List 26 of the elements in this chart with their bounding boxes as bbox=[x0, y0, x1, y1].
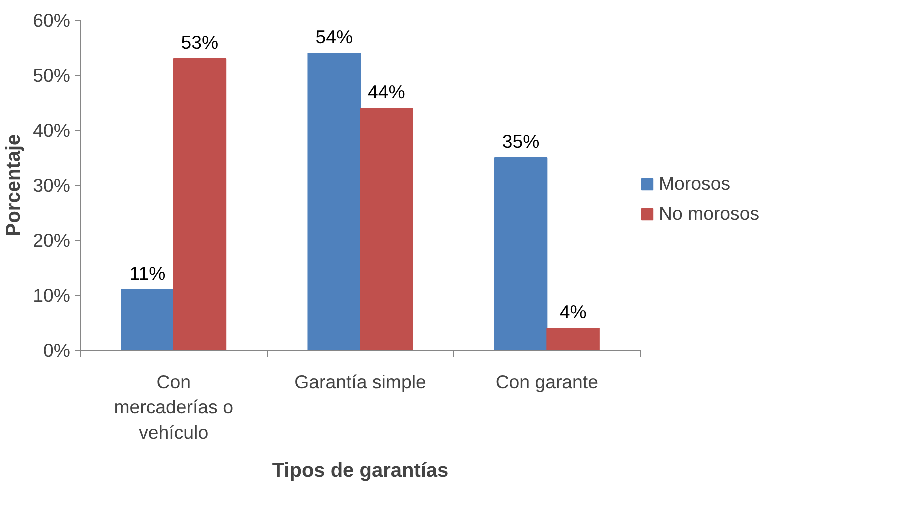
y-axis-title: Porcentaje bbox=[3, 134, 26, 237]
data-label: 53% bbox=[181, 32, 219, 53]
y-tick-label: 40% bbox=[33, 120, 71, 141]
data-label: 4% bbox=[560, 302, 587, 322]
bar bbox=[308, 53, 361, 350]
bar bbox=[173, 58, 227, 350]
x-tick-label: Con mercaderías o vehículo bbox=[114, 372, 234, 443]
y-tick-label: 20% bbox=[33, 230, 71, 251]
bar bbox=[121, 290, 174, 350]
legend-label: No morosos bbox=[659, 203, 760, 225]
y-tick-label: 30% bbox=[33, 175, 71, 196]
x-tick-label: Con garante bbox=[496, 372, 599, 392]
x-axis-title: Tipos de garantías bbox=[272, 460, 449, 482]
legend-label: Morosos bbox=[659, 173, 731, 195]
bar bbox=[546, 328, 600, 350]
data-label: 11% bbox=[130, 263, 166, 284]
y-tick-label: 10% bbox=[33, 285, 71, 306]
y-tick-label: 60% bbox=[33, 10, 71, 31]
bar bbox=[360, 108, 414, 350]
data-label: 54% bbox=[316, 26, 354, 48]
y-tick-label: 50% bbox=[33, 65, 71, 86]
bar bbox=[494, 158, 548, 350]
x-tick-label: Garantía simple bbox=[294, 372, 426, 392]
data-label: 44% bbox=[368, 82, 406, 102]
data-label: 35% bbox=[502, 131, 540, 152]
y-tick-label: 0% bbox=[44, 340, 71, 361]
